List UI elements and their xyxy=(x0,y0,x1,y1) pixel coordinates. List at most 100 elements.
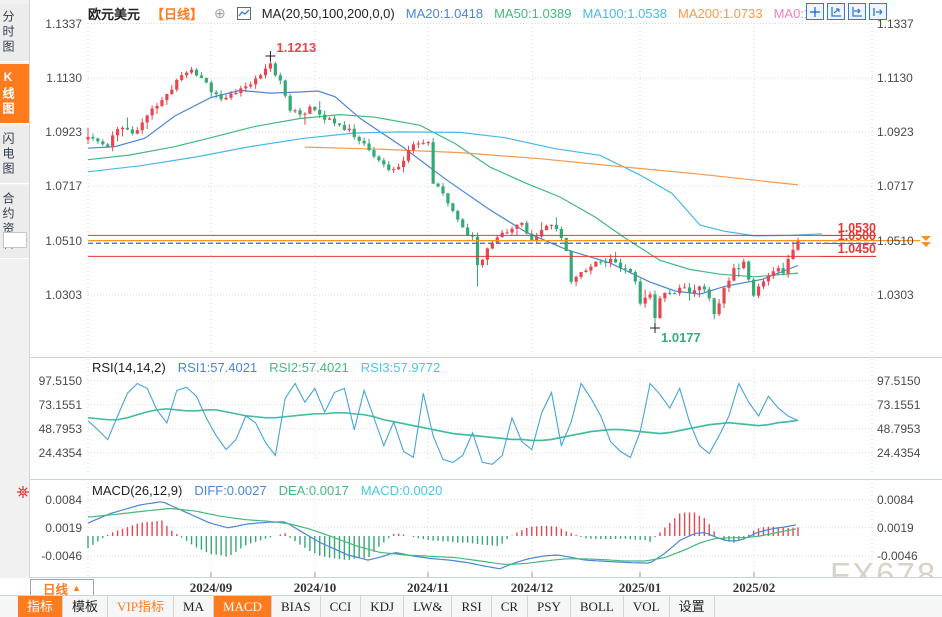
sidebar-collapse-box[interactable] xyxy=(3,232,27,248)
toolbar-item-指标[interactable]: 指标 xyxy=(18,596,64,617)
macd-values-1: DEA:0.0017 xyxy=(278,483,349,498)
toolbar-item-PSY[interactable]: PSY xyxy=(528,596,571,617)
go-latest-icon[interactable] xyxy=(869,3,887,20)
crosshair-icon[interactable] xyxy=(806,3,824,20)
scale-up-icon[interactable] xyxy=(827,3,845,20)
rsi-axis-right-2: 48.7953 xyxy=(877,422,921,437)
ma-line-ma200 xyxy=(304,146,799,186)
rsi-series xyxy=(87,382,799,465)
rsi-values-1: RSI2:57.4021 xyxy=(269,360,349,375)
ma-value-1: MA50:1.0389 xyxy=(494,6,572,21)
ma-values: MA20:1.0418 MA50:1.0389 MA100:1.0538 MA200:… xyxy=(406,6,815,21)
macd-axis-left-1: 0.0019 xyxy=(45,520,82,535)
rsi-axis-left-1: 73.1551 xyxy=(38,398,82,413)
date-label-1: 2024/10 xyxy=(293,580,337,595)
macd-header: MACD(26,12,9) DIFF:0.0027 DEA:0.0017 MACD:… xyxy=(92,483,442,498)
ma-line-ma100 xyxy=(87,131,823,237)
rsi-axis-left-3: 24.4354 xyxy=(38,446,82,461)
main-axis-left-1: 1.1130 xyxy=(46,70,82,85)
price-level-label-2: 1.0450 xyxy=(822,243,876,258)
chart-canvas[interactable] xyxy=(0,0,942,580)
main-axis-right-3: 1.0717 xyxy=(877,179,914,194)
price-levels xyxy=(88,51,920,333)
sidebar: 分时图 K线图 闪电图 合约资料 xyxy=(0,0,30,578)
indicator-chart-icon xyxy=(236,7,251,20)
indicator-toolbar: 指标 模板 VIP指标 MA MACD BIAS CCI KDJ LW& RSI CR PSY BOLL… xyxy=(0,595,942,617)
main-axis-right-4: 1.0510 xyxy=(877,233,914,248)
high-cross-marker xyxy=(265,51,276,62)
ma-value-2: MA100:1.0538 xyxy=(582,6,668,21)
macd-axis-left-2: -0.0046 xyxy=(41,548,82,563)
scale-right-icon[interactable] xyxy=(848,3,866,20)
toolbar-item-模板[interactable]: 模板 xyxy=(63,596,109,617)
toolbar-item-设置[interactable]: 设置 xyxy=(670,596,715,617)
ma-line-ma50 xyxy=(87,113,799,278)
macd-values: DIFF:0.0027 DEA:0.0017 MACD:0.0020 xyxy=(194,483,442,498)
toolbar-item-LW&[interactable]: LW& xyxy=(404,596,453,617)
toolbar-item-BOLL[interactable]: BOLL xyxy=(571,596,624,617)
toolbar-item-RSI[interactable]: RSI xyxy=(452,596,492,617)
sidebar-tab-1[interactable]: K线图 xyxy=(0,64,29,124)
period-label[interactable]: 【日线】 xyxy=(151,7,204,22)
main-axis-left-3: 1.0717 xyxy=(45,179,82,194)
toolbar-item-BIAS[interactable]: BIAS xyxy=(272,596,321,617)
rsi-header: RSI(14,14,2) RSI1:57.4021 RSI2:57.4021 RSI… xyxy=(92,360,440,375)
date-label-0: 2024/09 xyxy=(189,580,233,595)
sidebar-tab-0[interactable]: 分时图 xyxy=(0,4,29,62)
date-label-2: 2024/11 xyxy=(407,580,449,595)
panel-separator xyxy=(30,479,942,480)
timeline-row xyxy=(30,578,942,595)
ma-settings-text: MA(20,50,100,200,0,0) xyxy=(261,6,395,21)
sidebar-tab-3[interactable]: 合约资料 xyxy=(0,186,29,259)
ma-value-3: MA200:1.0733 xyxy=(678,6,763,21)
toolbar-item-MA[interactable]: MA xyxy=(174,596,214,617)
macd-title: MACD(26,12,9) xyxy=(92,483,183,498)
macd-settings-icon[interactable] xyxy=(16,485,30,502)
current-price-arrow xyxy=(921,236,931,248)
period-selector-label: 日线 xyxy=(43,582,69,597)
toolbar-item-MACD[interactable]: MACD xyxy=(213,596,272,617)
macd-values-2: MACD:0.0020 xyxy=(360,483,443,498)
toolbar-item-CCI[interactable]: CCI xyxy=(321,596,362,617)
macd-axis-left-0: 0.0084 xyxy=(45,492,82,507)
sidebar-tab-2[interactable]: 闪电图 xyxy=(0,126,29,184)
chart-tools xyxy=(806,3,887,20)
toolbar-item-CR[interactable]: CR xyxy=(492,596,529,617)
main-axis-right-1: 1.1130 xyxy=(877,70,913,85)
toolbar-item-VOL[interactable]: VOL xyxy=(624,596,670,617)
main-axis-right-5: 1.0303 xyxy=(877,287,914,302)
macd-axis-right-1: 0.0019 xyxy=(877,520,914,535)
panel-separator xyxy=(30,357,942,358)
rsi-axis-left-0: 97.5150 xyxy=(38,374,82,388)
ma-value-0: MA20:1.0418 xyxy=(405,6,484,21)
date-label-4: 2025/01 xyxy=(618,580,662,595)
main-axis-right-2: 1.0923 xyxy=(877,125,914,140)
main-axis-left-4: 1.0510 xyxy=(45,233,82,248)
symbol-name: 欧元美元 xyxy=(88,7,141,22)
chevron-up-icon: ▲ xyxy=(72,583,81,593)
high-annotation: 1.1213 xyxy=(276,40,317,56)
rsi-values-2: RSI3:57.9772 xyxy=(360,360,441,375)
date-label-5: 2025/02 xyxy=(732,580,776,595)
macd-histogram xyxy=(87,512,799,560)
ma-lines xyxy=(87,89,823,295)
ma-value-4: MA0:1. xyxy=(773,6,815,21)
price-level-label-1: 1.0500 xyxy=(822,230,876,245)
ma-line-ma20 xyxy=(87,89,799,295)
main-axis-left-0: 1.1337 xyxy=(45,16,82,31)
rsi-axis-left-2: 48.7953 xyxy=(38,422,82,437)
date-label-3: 2024/12 xyxy=(510,580,554,595)
main-axis-left-2: 1.0923 xyxy=(45,125,82,140)
add-indicator-icon[interactable]: ⊕ xyxy=(214,5,226,21)
candlestick-series xyxy=(86,56,800,328)
chart-header: 欧元美元 【日线】 ⊕ MA(20,50,100,200,0,0) MA20:1… xyxy=(88,4,815,23)
toolbar-item-VIP指标[interactable]: VIP指标 xyxy=(108,596,174,617)
main-axis-left-5: 1.0303 xyxy=(45,287,82,302)
rsi-title: RSI(14,14,2) xyxy=(92,360,166,375)
toolbar-item-KDJ[interactable]: KDJ xyxy=(361,596,405,617)
macd-axis-right-0: 0.0084 xyxy=(877,492,914,507)
macd-lines xyxy=(87,501,797,570)
rsi-axis-right-0: 97.5150 xyxy=(877,374,921,388)
price-level-label-0: 1.0530 xyxy=(822,222,876,237)
